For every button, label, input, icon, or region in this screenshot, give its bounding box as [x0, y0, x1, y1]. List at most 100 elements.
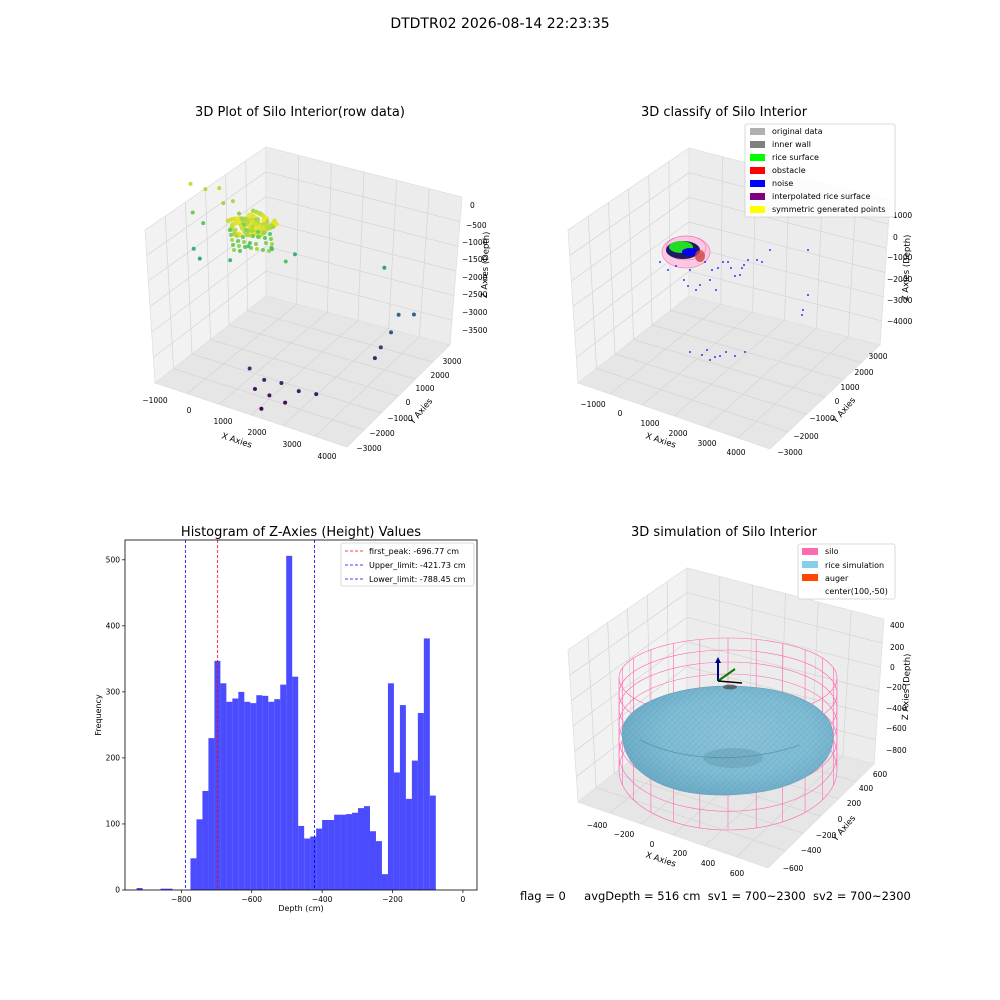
histogram-x-tick-label: −800: [171, 895, 192, 904]
histogram-y-tick-label: 200: [106, 753, 121, 762]
raw-y-tick: 2000: [430, 371, 449, 380]
auger-axes-marker: [715, 657, 743, 690]
raw-data-point: [283, 259, 288, 264]
figure-title: DTDTR02 2026-08-14 22:23:35: [390, 16, 610, 32]
histogram-bar: [322, 820, 329, 890]
noise-point: [727, 261, 729, 263]
histogram-bar: [340, 814, 347, 890]
simulation-x-tick: 400: [701, 859, 716, 868]
simulation-z-tick: 200: [890, 643, 905, 652]
raw-plot-z-axis: 0 −500 −1000 −1500 −2000 −2500 −3000 −35…: [462, 201, 492, 335]
histogram-y-tick-label: 500: [106, 555, 121, 564]
raw-data-point: [229, 233, 233, 237]
histogram-bar: [160, 888, 167, 890]
classify-z-tick: −1000: [887, 253, 913, 262]
raw-data-point: [257, 212, 263, 217]
histogram-x-tick-label: −600: [241, 895, 262, 904]
histogram-bar: [202, 790, 209, 890]
noise-point: [704, 261, 706, 263]
classify-x-tick: 0: [618, 409, 623, 418]
histogram-bar: [256, 695, 263, 890]
legend-label-symmetric: symmetric generated points: [772, 205, 885, 214]
raw-y-tick: 0: [406, 398, 411, 407]
histogram-bar: [328, 820, 335, 890]
raw-y-tick: 1000: [415, 384, 434, 393]
raw-data-point: [411, 312, 416, 317]
histogram-bar: [166, 888, 173, 890]
raw-data-point: [268, 232, 272, 236]
raw-data-point: [246, 244, 251, 249]
histogram-bar: [244, 701, 251, 890]
legend-swatch-auger: [802, 574, 818, 581]
legend-label-obstacle: obstacle: [772, 166, 806, 175]
raw-data-point: [382, 265, 387, 270]
histogram-y-tick-label: 100: [106, 819, 121, 828]
histogram-bar: [364, 806, 370, 890]
noise-point: [711, 269, 713, 271]
avg-depth-text: avgDepth = 516 cm: [584, 889, 701, 903]
raw-y-tick: 3000: [442, 357, 461, 366]
raw-data-point: [250, 229, 254, 233]
raw-data-point: [242, 216, 247, 222]
raw-data-point: [230, 238, 234, 242]
histogram-y-ticks: 0 100 200 300 400 500: [106, 555, 125, 895]
raw-x-tick: 4000: [317, 452, 336, 461]
legend-swatch-original-data: [750, 128, 765, 135]
classify-x-tick: 2000: [668, 429, 687, 438]
raw-data-point: [217, 186, 222, 191]
raw-z-tick: −1000: [462, 238, 488, 247]
histogram-y-tick-label: 400: [106, 621, 121, 630]
raw-data-point: [262, 377, 267, 382]
sv1-text: sv1 = 700~2300: [707, 889, 806, 903]
raw-data-point: [231, 243, 235, 247]
noise-point: [734, 355, 736, 357]
classify-plot-gridlines: [569, 156, 889, 439]
raw-x-tick: 2000: [247, 428, 266, 437]
raw-y-tick: −3000: [356, 444, 382, 453]
histogram-bar: [136, 888, 143, 890]
simulation-z-tick: −800: [886, 746, 907, 755]
raw-plot-title: 3D Plot of Silo Interior(row data): [195, 105, 405, 120]
raw-data-point: [236, 239, 240, 243]
histogram-bar: [268, 701, 275, 890]
histogram-bar: [298, 825, 305, 890]
raw-data-point: [238, 249, 242, 253]
noise-point: [706, 349, 708, 351]
histogram-bar: [387, 683, 394, 890]
noise-point: [675, 265, 677, 267]
raw-data-point: [314, 392, 319, 397]
noise-point: [695, 289, 697, 291]
raw-data-point: [235, 234, 239, 238]
classify-y-tick: −2000: [793, 432, 819, 441]
histogram-x-ticks: −800 −600 −400 −200 0: [171, 890, 466, 904]
raw-data-point: [269, 245, 274, 250]
histogram-legend: first_peak: -696.77 cm Upper_limit: -421…: [340, 542, 475, 587]
legend-label-inner-wall: inner wall: [772, 140, 811, 149]
raw-data-point: [242, 240, 246, 244]
legend-label-auger: auger: [825, 574, 849, 583]
raw-data-point: [255, 247, 259, 251]
raw-data-point: [263, 236, 267, 240]
raw-z-tick: −2500: [462, 290, 488, 299]
raw-plot-gridlines: [146, 155, 461, 437]
simulation-z-tick: −600: [886, 724, 907, 733]
legend-label-rice-surface: rice surface: [772, 153, 819, 162]
histogram-bar: [292, 676, 299, 890]
simulation-z-tick: 400: [890, 621, 905, 630]
noise-point: [715, 289, 717, 291]
raw-data-point: [228, 228, 232, 232]
simulation-y-tick: 400: [859, 784, 874, 793]
raw-data-point: [396, 312, 401, 317]
legend-label-silo: silo: [825, 547, 839, 556]
classify-legend: original data inner wall rice surface ob…: [744, 123, 896, 218]
simulation-y-tick: 600: [873, 770, 888, 779]
noise-point: [761, 261, 763, 263]
depth-histogram: Histogram of Z-Axies (Height) Values −80…: [94, 525, 478, 913]
simulation-y-tick: −200: [816, 831, 837, 840]
legend-swatch-interpolated: [750, 193, 765, 200]
raw-data-point: [256, 230, 260, 234]
raw-data-point: [279, 380, 284, 385]
legend-swatch-obstacle: [750, 167, 765, 174]
histogram-bar: [274, 699, 281, 890]
raw-data-point: [247, 366, 252, 371]
